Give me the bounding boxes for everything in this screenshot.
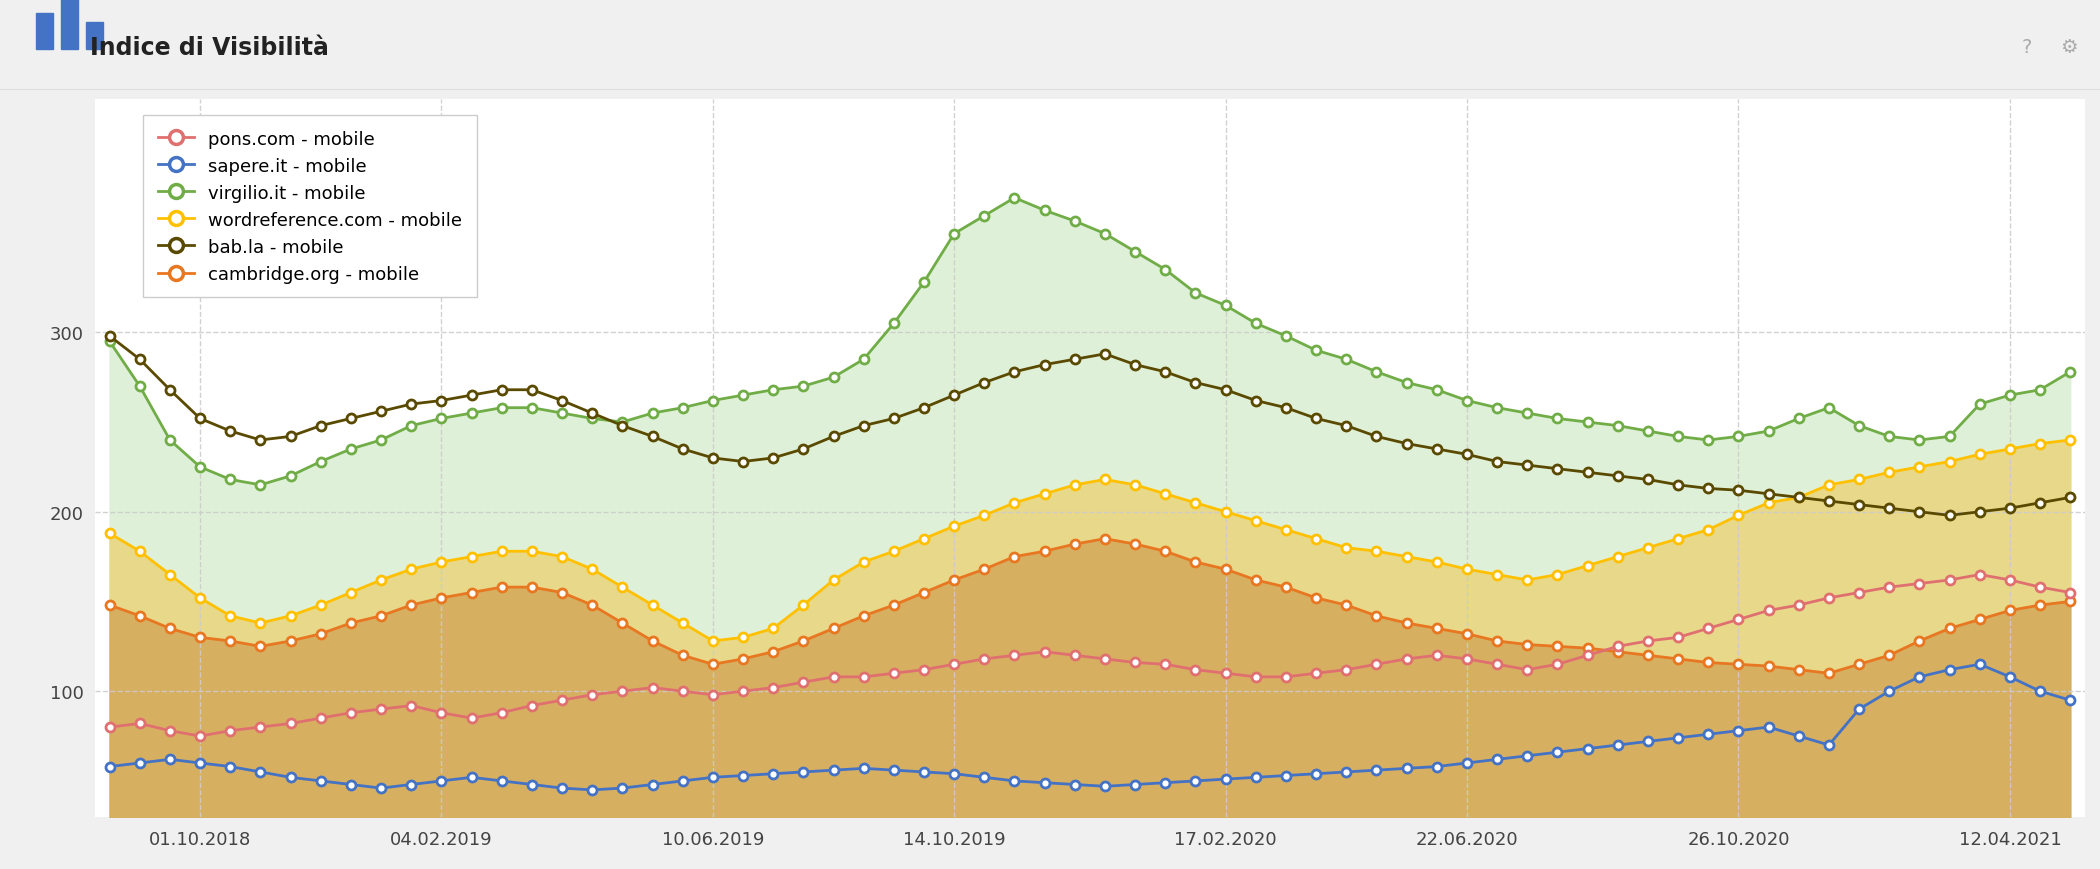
Text: ?: ? [2022,38,2031,57]
Bar [36,14,52,50]
Bar [86,23,103,50]
Text: ⚙: ⚙ [2060,38,2077,57]
Text: Indice di Visibilità: Indice di Visibilità [90,36,330,59]
Legend: pons.com - mobile, sapere.it - mobile, virgilio.it - mobile, wordreference.com -: pons.com - mobile, sapere.it - mobile, v… [143,116,477,298]
Bar [61,0,78,50]
